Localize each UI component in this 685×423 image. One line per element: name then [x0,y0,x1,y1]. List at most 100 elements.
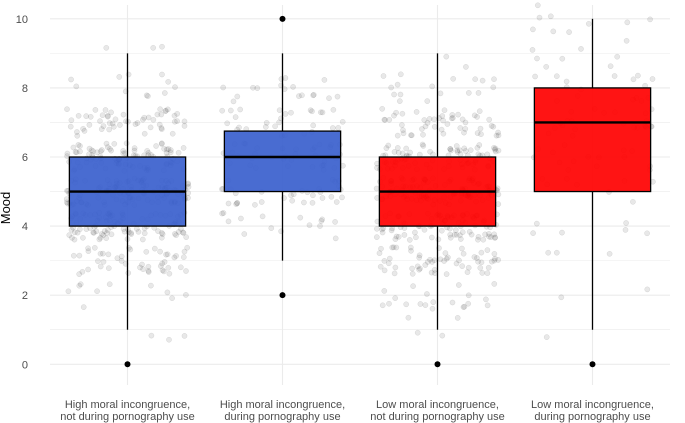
jitter-point [419,141,426,148]
jitter-point [450,115,456,121]
jitter-point [147,124,154,131]
jitter-point [447,225,453,232]
jitter-point [475,90,482,96]
jitter-point [492,145,499,152]
jitter-point [232,114,239,120]
jitter-point [442,250,449,256]
jitter-point [288,109,294,116]
jitter-point [441,258,447,264]
jitter-point [116,74,123,80]
jitter-point [488,234,494,241]
jitter-point [165,264,172,271]
jitter-point [614,53,621,60]
x-category-label: Low moral incongruence, during pornograph… [531,399,654,423]
jitter-point [145,263,152,270]
jitter-point [389,244,396,251]
jitter-point [534,2,541,9]
jitter-point [553,249,560,256]
box [533,87,652,193]
jitter-point [430,299,437,305]
jitter-point [438,126,445,133]
jitter-point [547,13,554,20]
jitter-point [385,260,392,267]
jitter-point [443,255,450,262]
y-tick-label: 4 [22,221,28,233]
jitter-point [120,148,127,154]
jitter-point [169,295,175,302]
jitter-point [462,148,469,154]
jitter-point [461,145,468,152]
jitter-point [429,83,436,90]
jitter-point [111,140,118,147]
jitter-point [132,121,139,128]
jitter-point [339,118,346,125]
jitter-point [183,292,189,298]
jitter-point [159,231,166,237]
jitter-point [334,93,341,100]
jitter-point [607,63,614,70]
jitter-point [167,147,174,153]
jitter-point [64,153,70,159]
jitter-point [118,258,125,264]
jitter-point [543,334,550,340]
jitter-point [378,245,384,252]
jitter-point [373,185,380,192]
jitter-point [98,126,105,132]
jitter-point [151,245,158,252]
jitter-point [290,84,296,90]
jitter-point [79,268,86,275]
jitter-point [553,73,560,80]
jitter-point [550,28,557,35]
jitter-point [431,116,437,123]
jitter-point [180,145,187,151]
jitter-point [456,257,462,264]
jitter-point [392,236,399,242]
jitter-point [427,148,433,155]
jitter-point [252,201,258,208]
jitter-point [94,149,100,156]
jitter-point [491,281,498,287]
jitter-point [543,63,550,70]
jitter-point [624,19,631,26]
jitter-point [227,107,234,114]
jitter-point [482,231,488,238]
jitter-point [480,236,487,243]
jitter-point [395,233,402,240]
jitter-point [332,235,339,242]
jitter-point [495,201,502,207]
jitter-point [421,117,428,123]
jitter-point [164,289,171,296]
jitter-point [486,233,492,240]
jitter-point [391,270,398,277]
jitter-point [533,220,540,227]
jitter-point [181,333,188,339]
jitter-point [262,124,269,130]
jitter-point [424,259,431,265]
jitter-point [185,184,192,190]
jitter-point [177,264,184,271]
jitter-point [477,125,484,132]
jitter-point [172,84,178,90]
jitter-point [397,71,404,78]
jitter-point [139,236,146,243]
jitter-point [408,247,414,254]
jitter-point [414,329,421,336]
jitter-point [459,263,466,269]
jitter-point [173,232,179,239]
jitter-point [250,84,256,91]
jitter-point [422,262,429,268]
jitter-point [165,78,172,85]
jitter-point [393,244,400,251]
jitter-point [635,72,641,79]
jitter-point [529,47,536,53]
jitter-point [392,295,399,301]
jitter-point [414,263,421,270]
jitter-point [457,232,463,239]
jitter-point [108,147,114,154]
jitter-point [379,105,386,112]
jitter-point [532,73,538,80]
jitter-point [159,267,166,274]
jitter-point [438,227,445,234]
jitter-point [407,244,414,251]
jitter-point [409,265,415,272]
